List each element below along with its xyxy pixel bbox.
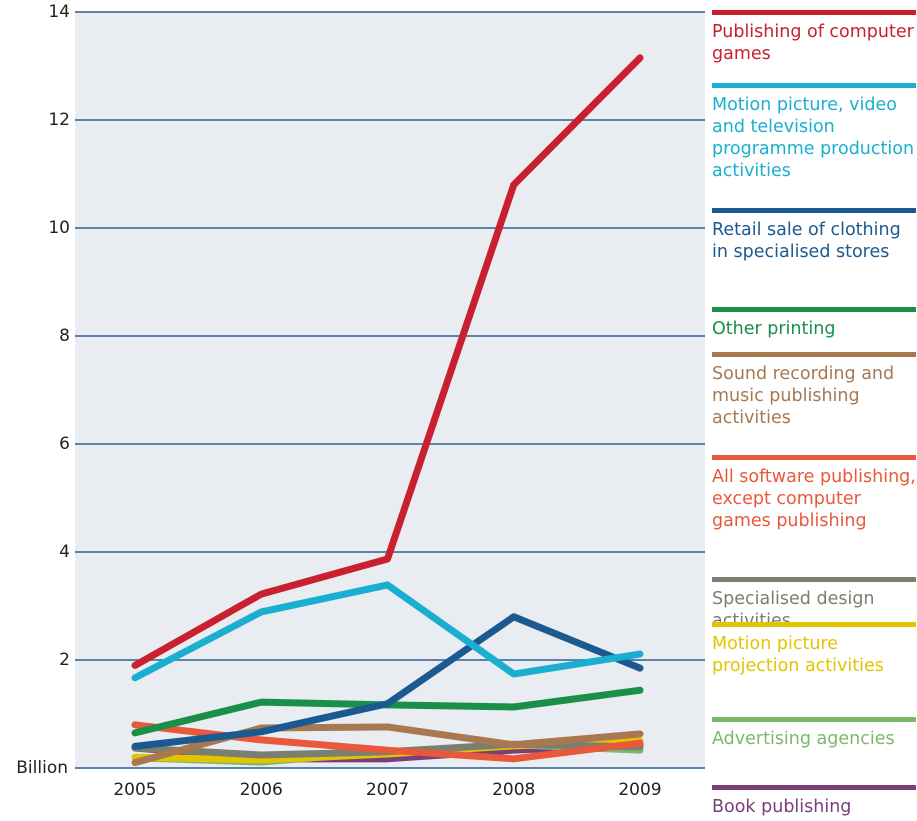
series-line: [131, 581, 644, 682]
legend-entry: Publishing of computer games: [712, 10, 916, 65]
y-tick-label: 2: [59, 650, 70, 670]
series-line: [131, 54, 644, 669]
x-tick-label: 2007: [366, 780, 409, 800]
legend-entry: Sound recording and music publishing act…: [712, 352, 916, 429]
legend-entry: Other printing: [712, 307, 916, 340]
legend-entry: Advertising agencies: [712, 717, 916, 750]
y-tick-label: 10: [48, 218, 70, 238]
y-tick-label: 8: [59, 326, 70, 346]
y-tick-label: 6: [59, 434, 70, 454]
y-tick-label: 4: [59, 542, 70, 562]
legend-entry: Motion picture projection activities: [712, 622, 916, 677]
legend-entry: All software publishing, except computer…: [712, 455, 916, 532]
x-tick-label: 2006: [240, 780, 283, 800]
y-tick-label: Billion: [16, 758, 68, 778]
y-tick-label: 14: [48, 2, 70, 22]
legend-entry: Motion picture, video and television pro…: [712, 83, 916, 182]
series-line: [131, 613, 644, 750]
legend-entry: Retail sale of clothing in specialised s…: [712, 208, 916, 263]
legend-entry: Book publishing: [712, 785, 916, 818]
x-tick-label: 2009: [618, 780, 661, 800]
x-tick-label: 2008: [492, 780, 535, 800]
y-tick-label: 12: [48, 110, 70, 130]
x-tick-label: 2005: [113, 780, 156, 800]
